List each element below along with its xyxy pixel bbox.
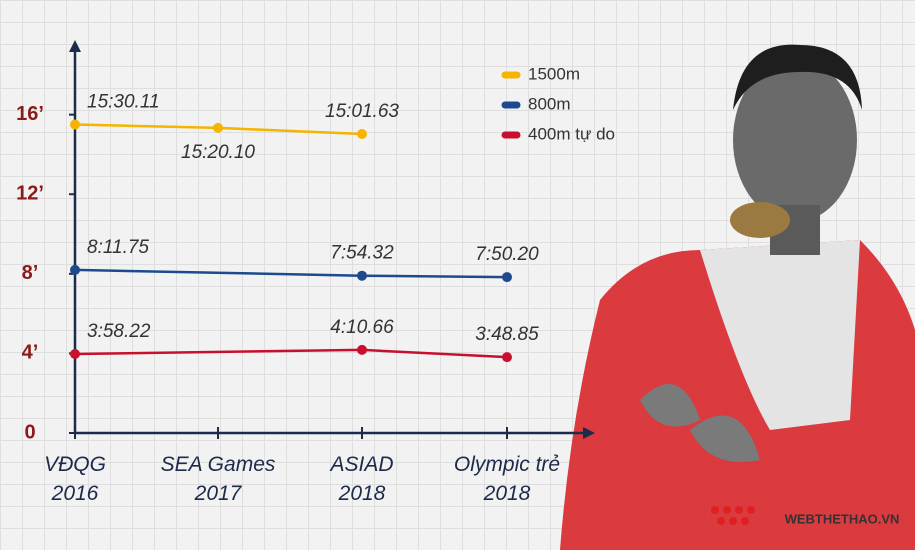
value-label: 8:11.75 bbox=[87, 237, 149, 258]
series-line bbox=[74, 348, 363, 356]
photo bbox=[560, 44, 915, 550]
point bbox=[502, 272, 512, 283]
point bbox=[357, 128, 367, 139]
value-label: 15:30.11 bbox=[87, 92, 160, 113]
point bbox=[70, 349, 80, 360]
value-label: 3:58.22 bbox=[87, 321, 151, 342]
point bbox=[357, 344, 367, 355]
logo-dots bbox=[711, 506, 755, 525]
value-label: 7:50.20 bbox=[475, 244, 539, 265]
y-tick-label: 16’ bbox=[16, 103, 44, 125]
series-line bbox=[217, 126, 363, 136]
x-tick-label: Olympic trẻ 2018 bbox=[453, 453, 561, 505]
legend-label: 800m bbox=[528, 94, 571, 113]
x-tick-label: SEA Games 2017 bbox=[160, 453, 276, 505]
series-line bbox=[74, 268, 363, 277]
value-label: 15:01.63 bbox=[325, 101, 399, 122]
value-label: 4:10.66 bbox=[330, 317, 394, 338]
point bbox=[70, 264, 80, 275]
series-line bbox=[74, 123, 219, 130]
logo: WEBTHETHAO.VN bbox=[785, 511, 900, 526]
y-tick-label: 0 bbox=[24, 421, 35, 443]
legend-label: 1500m bbox=[528, 64, 580, 83]
x-tick-label: VĐQG 2016 bbox=[44, 453, 106, 505]
value-label: 7:54.32 bbox=[330, 243, 394, 264]
x-tick-label: ASIAD 2018 bbox=[330, 453, 394, 505]
series-line bbox=[361, 348, 508, 359]
y-tick-label: 4’ bbox=[22, 342, 39, 364]
y-tick-label: 12’ bbox=[16, 183, 44, 205]
value-label: 15:20.10 bbox=[181, 142, 255, 163]
point bbox=[357, 270, 367, 281]
legend-label: 400m tự do bbox=[528, 124, 615, 143]
point bbox=[70, 119, 80, 130]
point bbox=[502, 352, 512, 363]
point bbox=[213, 122, 223, 133]
value-label: 3:48.85 bbox=[475, 324, 539, 345]
series-line bbox=[361, 274, 508, 279]
y-tick-label: 8’ bbox=[22, 262, 39, 284]
